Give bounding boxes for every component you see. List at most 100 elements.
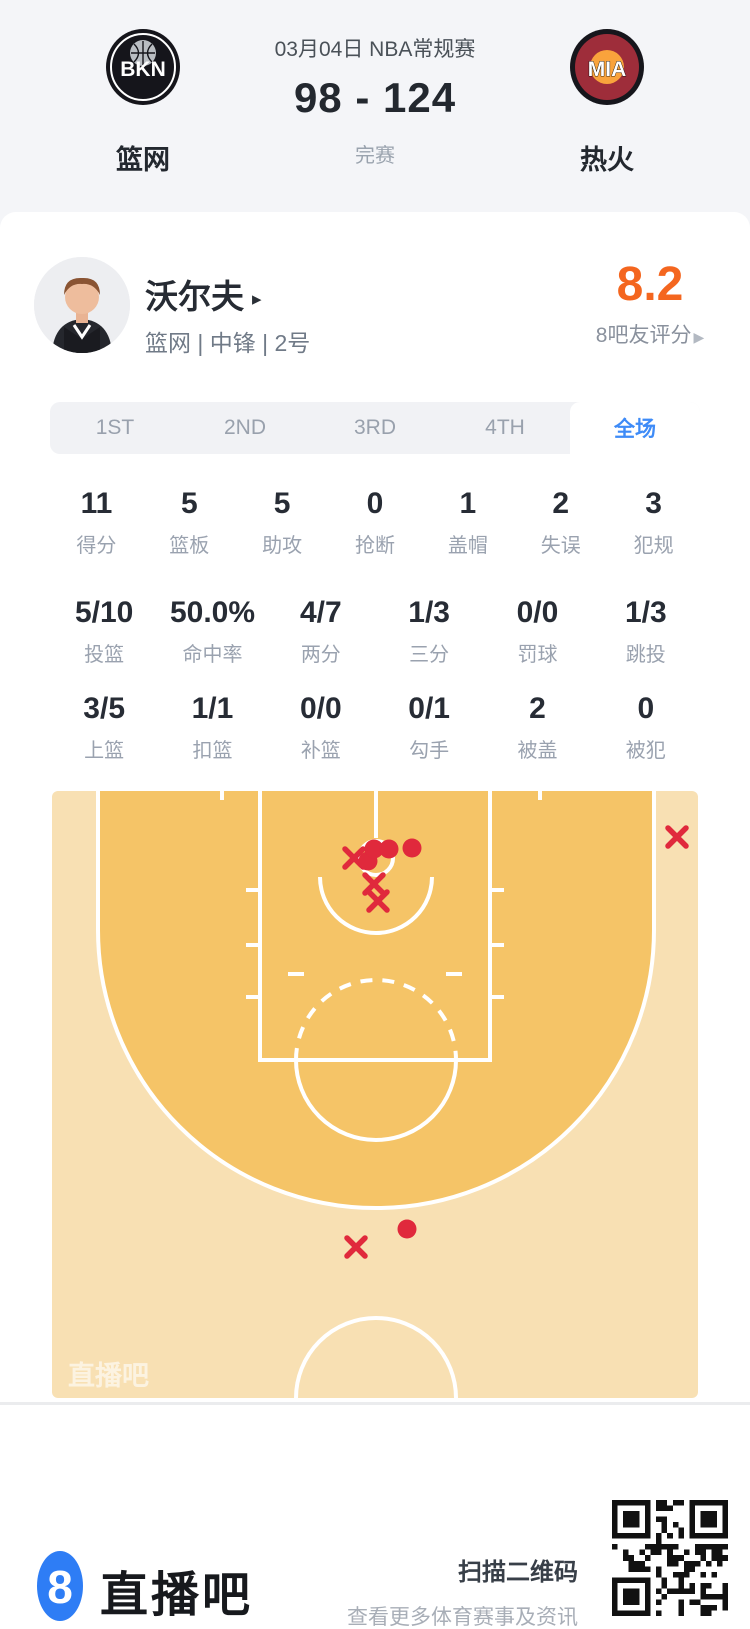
stat-cell: 0/0 补篮: [267, 692, 375, 763]
stat-label: 上篮: [84, 739, 125, 762]
stat-label: 命中率: [182, 643, 243, 666]
stat-cell: 2 被盖: [483, 692, 591, 763]
shot-marker-made: [379, 839, 399, 859]
player-avatar[interactable]: [34, 257, 130, 353]
card-divider: [0, 1402, 750, 1405]
stat-value: 5/10: [74, 596, 134, 629]
stat-cell: 0/0 罚球: [483, 596, 591, 667]
stat-value: 2: [552, 487, 570, 520]
shot-marker-made: [364, 839, 384, 859]
shot-marker-missed: [665, 825, 689, 849]
stat-value: 0/0: [299, 692, 342, 725]
stat-label: 盖帽: [447, 534, 488, 557]
stat-label: 三分: [409, 643, 450, 666]
qr-title: 扫描二维码: [458, 1559, 578, 1586]
stat-cell: 1/3 三分: [375, 596, 483, 667]
stat-label: 两分: [300, 643, 341, 666]
stat-cell: 0 被犯: [592, 692, 700, 763]
stat-value: 1/3: [624, 596, 667, 629]
stat-label: 得分: [76, 534, 117, 557]
player-name-arrow-icon: ▸: [252, 289, 262, 310]
shot-marker-made: [402, 838, 422, 858]
player-avatar-image: [34, 257, 130, 353]
stat-label: 篮板: [169, 534, 210, 557]
stat-label: 被犯: [625, 739, 666, 762]
away-team-logo: MIA: [570, 29, 644, 105]
quarter-tabbar: 1ST 2ND 3RD 4TH 全场: [50, 402, 700, 454]
stat-value: 0/1: [408, 692, 450, 725]
shot-marker-missed: [344, 1235, 368, 1259]
shot-chart-court: 直播吧: [68, 791, 689, 1398]
away-team[interactable]: MIA 热火: [559, 28, 655, 177]
qr-subtitle: 查看更多体育赛事及资讯: [347, 1606, 578, 1629]
stat-label: 罚球: [517, 643, 558, 666]
stat-label: 跳投: [625, 643, 666, 666]
stat-label: 失误: [540, 534, 581, 557]
brand-logo-icon: 8: [37, 1551, 83, 1626]
tab-4TH[interactable]: 4TH: [485, 416, 525, 439]
shot-marker-made: [397, 1219, 417, 1239]
stat-value: 1/3: [408, 596, 450, 629]
stat-cell: 0 抢断: [329, 487, 422, 558]
stat-cell: 50.0% 命中率: [158, 596, 266, 667]
stat-cell: 1/3 跳投: [592, 596, 700, 667]
shot-marker-missed: [366, 889, 390, 913]
player-meta: 篮网 | 中锋 | 2号: [145, 330, 311, 356]
tab-1ST[interactable]: 1ST: [95, 416, 135, 439]
stat-cell: 5/10 投篮: [50, 596, 158, 667]
stat-label: 扣篮: [192, 739, 233, 762]
svg-text:8: 8: [47, 1561, 73, 1613]
stat-row-basic: 11 得分 5 篮板 5 助攻 0 抢断 1 盖帽 2 失误 3 犯规: [50, 487, 700, 558]
match-status: 完赛: [355, 145, 395, 167]
stat-cell: 5 助攻: [236, 487, 329, 558]
stat-label: 补篮: [300, 739, 341, 762]
rating-desc: 8吧友评分: [595, 324, 692, 348]
stat-cell: 11 得分: [50, 487, 143, 558]
stat-cell: 1 盖帽: [421, 487, 514, 558]
svg-text:BKN: BKN: [120, 58, 166, 81]
stat-cell: 2 失误: [514, 487, 607, 558]
stat-value: 5: [180, 487, 198, 520]
match-score: 98 - 124: [293, 74, 457, 121]
match-header: 03月04日 NBA常规赛 98 - 124 完赛 BKN 篮网 MIA 热火: [0, 0, 750, 232]
stat-row-shooting: 5/10 投篮 50.0% 命中率 4/7 两分 1/3 三分 0/0 罚球 1/3 跳投: [50, 596, 700, 667]
stat-value: 0: [637, 692, 655, 725]
stat-label: 助攻: [262, 534, 303, 557]
stat-value: 3: [645, 487, 662, 520]
away-team-name: 热火: [580, 145, 634, 175]
rating-value: 8.2: [616, 258, 684, 311]
stat-value: 11: [80, 487, 113, 520]
brand-name: 直播吧: [100, 1569, 254, 1622]
stat-cell: 3/5 上篮: [50, 692, 158, 763]
stat-cell: 0/1 勾手: [375, 692, 483, 763]
tab-全场[interactable]: 全场: [570, 402, 700, 454]
home-team[interactable]: BKN 篮网: [95, 28, 191, 177]
tab-3RD[interactable]: 3RD: [353, 416, 396, 439]
player-name[interactable]: 沃尔夫 ▸: [145, 278, 262, 315]
stat-value: 1/1: [191, 692, 234, 725]
stat-cell: 5 篮板: [143, 487, 236, 558]
stat-label: 抢断: [355, 534, 395, 557]
stat-value: 0: [366, 487, 384, 520]
shot-chart: 直播吧: [52, 791, 698, 1398]
stat-row-shot-types: 3/5 上篮 1/1 扣篮 0/0 补篮 0/1 勾手 2 被盖 0 被犯: [50, 692, 700, 763]
stat-cell: 3 犯规: [607, 487, 700, 558]
stat-value: 3/5: [83, 692, 126, 725]
stat-label: 被盖: [517, 739, 558, 762]
rating-arrow-icon: ▶: [693, 329, 705, 346]
stat-value: 50.0%: [169, 596, 256, 629]
stat-label: 犯规: [633, 534, 674, 557]
qr-caption: 扫描二维码 查看更多体育赛事及资讯: [280, 1552, 578, 1629]
tab-2ND[interactable]: 2ND: [223, 416, 266, 439]
stat-label: 投篮: [84, 643, 125, 666]
stat-label: 勾手: [409, 739, 450, 762]
svg-text:MIA: MIA: [588, 58, 627, 81]
player-rating[interactable]: 8.2 8吧友评分 ▶: [560, 258, 740, 349]
qr-code: [612, 1500, 728, 1616]
home-team-logo: BKN: [106, 29, 180, 105]
court-watermark: 直播吧: [68, 1361, 149, 1391]
stat-value: 2: [529, 692, 546, 725]
match-date-league: 03月04日 NBA常规赛: [274, 38, 476, 61]
stat-cell: 4/7 两分: [267, 596, 375, 667]
